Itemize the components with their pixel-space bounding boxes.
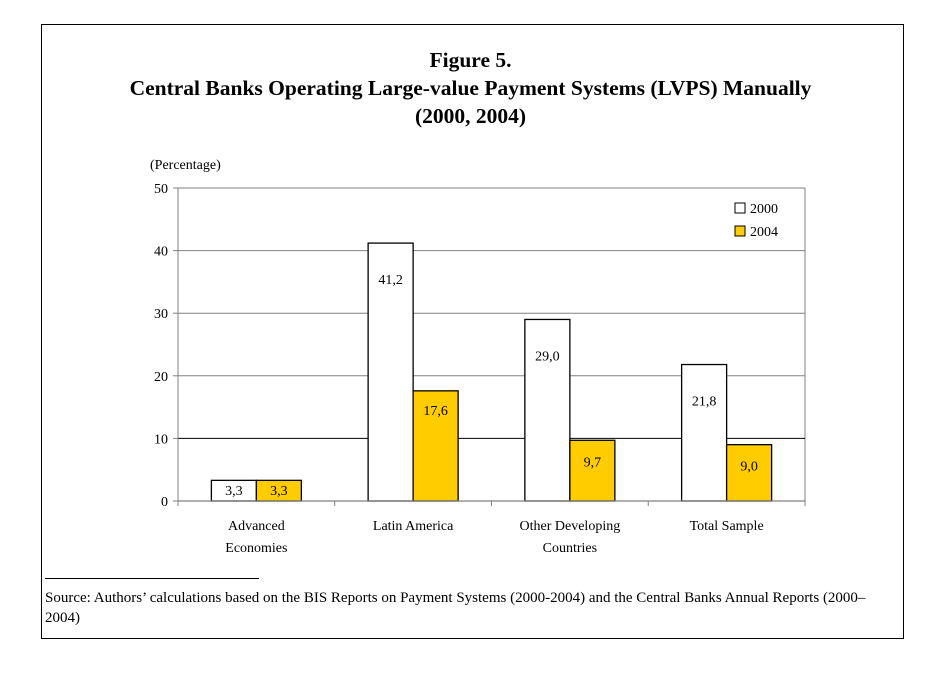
x-tick-label: Latin America (373, 519, 454, 534)
data-label: 9,0 (740, 460, 758, 475)
y-tick-label: 20 (154, 370, 168, 385)
bar-2004 (569, 439, 616, 502)
legend-swatch-2004 (734, 225, 746, 237)
bar-2004 (725, 444, 773, 502)
y-tick-label: 0 (161, 495, 168, 510)
legend-swatch-2000 (734, 202, 746, 214)
data-label: 3,3 (270, 484, 288, 499)
data-label: 29,0 (535, 349, 560, 364)
bar-2000 (680, 363, 728, 502)
figure-title: Central Banks Operating Large-value Paym… (129, 76, 812, 100)
y-axis-label: (Percentage) (150, 158, 221, 173)
source-note: Source: Authors’ calculations based on t… (45, 590, 866, 626)
x-tick-label: Countries (543, 541, 597, 556)
y-tick-label: 30 (154, 307, 168, 322)
data-label: 3,3 (225, 484, 243, 499)
figure-frame (41, 24, 904, 639)
data-label: 9,7 (584, 455, 602, 470)
y-tick-label: 40 (154, 245, 168, 260)
legend: 2000 2004 (734, 202, 778, 240)
legend-label-2004: 2004 (750, 225, 778, 240)
x-tick-label: Other Developing (520, 519, 621, 534)
y-tick-label: 50 (154, 182, 168, 197)
legend-label-2000: 2000 (750, 202, 778, 217)
bar-2000 (524, 318, 571, 502)
bar-2000 (367, 242, 414, 502)
x-tick-label: Economies (225, 541, 287, 556)
data-label: 17,6 (423, 404, 448, 419)
y-tick-label: 10 (154, 432, 168, 447)
data-label: 21,8 (692, 395, 717, 410)
bar-2004 (412, 390, 459, 502)
axes: 0 10 20 30 40 50 Advanced Economies Latin Americ… (154, 182, 806, 556)
footnote-divider (45, 578, 259, 579)
figure-number: Figure 5. (429, 48, 512, 72)
data-label: 41,2 (378, 273, 403, 288)
x-tick-label: Total Sample (690, 519, 764, 534)
figure-subtitle: (2000, 2004) (414, 104, 527, 128)
x-tick-label: Advanced (228, 519, 285, 534)
bars: 3,3 3,3 41,2 17,6 29,0 9,7 21,8 9,0 (210, 242, 773, 502)
